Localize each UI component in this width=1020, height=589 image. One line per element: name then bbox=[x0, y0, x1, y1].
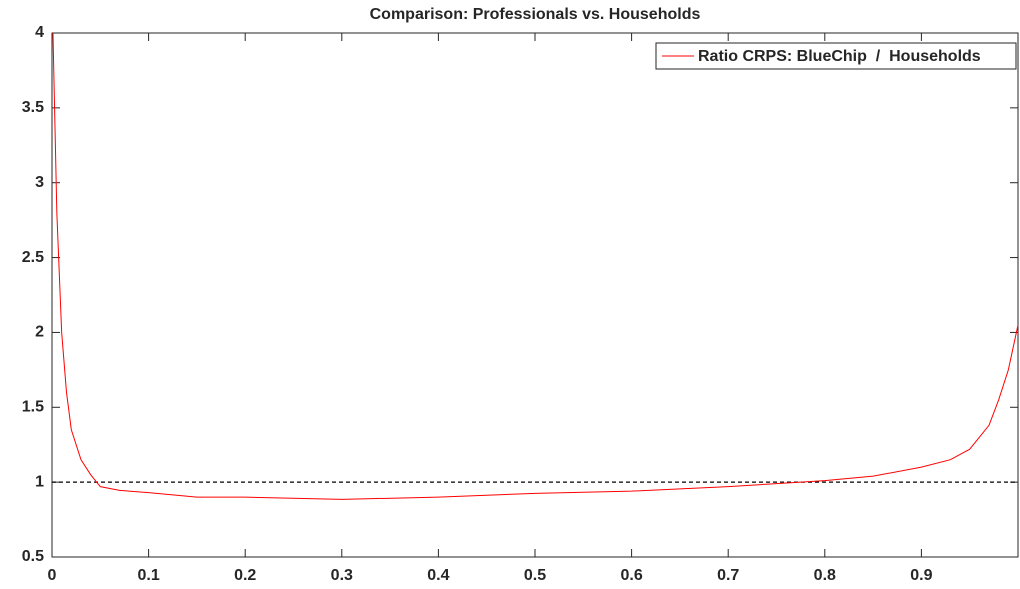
x-tick-label: 0.1 bbox=[137, 567, 159, 584]
x-tick-label: 0.7 bbox=[717, 567, 739, 584]
y-tick-label: 1.5 bbox=[22, 399, 44, 416]
y-tick-label: 1 bbox=[35, 473, 44, 490]
x-tick-label: 0.3 bbox=[331, 567, 353, 584]
x-tick-label: 0.2 bbox=[234, 567, 256, 584]
x-tick-label: 0.8 bbox=[814, 567, 836, 584]
y-tick-label: 3 bbox=[35, 174, 44, 191]
y-tick-label: 0.5 bbox=[22, 548, 44, 565]
y-tick-label: 2 bbox=[35, 324, 44, 341]
x-tick-label: 0.6 bbox=[620, 567, 642, 584]
y-tick-label: 2.5 bbox=[22, 249, 44, 266]
x-tick-label: 0 bbox=[48, 567, 57, 584]
x-tick-label: 0.5 bbox=[524, 567, 546, 584]
legend-label: Ratio CRPS: BlueChip / Households bbox=[698, 48, 981, 65]
y-tick-label: 3.5 bbox=[22, 99, 44, 116]
chart-title: Comparison: Professionals vs. Households bbox=[370, 6, 701, 23]
x-tick-label: 0.9 bbox=[910, 567, 932, 584]
legend-box bbox=[655, 42, 1017, 70]
data-line bbox=[52, 32, 1019, 500]
y-tick-label: 4 bbox=[35, 24, 44, 41]
plot-area bbox=[51, 32, 1019, 558]
x-tick-label: 0.4 bbox=[427, 567, 449, 584]
